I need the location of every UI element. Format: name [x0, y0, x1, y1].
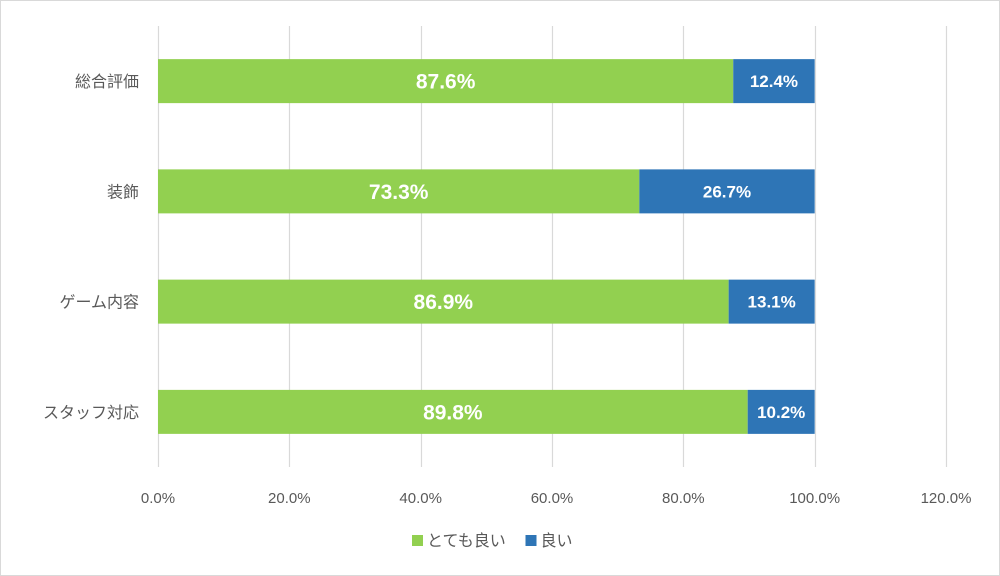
- bar-segment: [158, 59, 734, 104]
- data-label: 26.7%: [703, 182, 751, 201]
- bar-segment: [728, 279, 815, 324]
- category-label: スタッフ対応: [43, 403, 139, 422]
- x-tick-label: 40.0%: [399, 490, 442, 507]
- data-labels: 87.6% 12.4% 73.3% 26.7% 86.9% 13.1% 89.8% 10.2%: [369, 71, 805, 425]
- category-label: 装飾: [107, 182, 139, 201]
- bar-segment: [158, 279, 729, 324]
- x-tick-label: 0.0%: [141, 490, 175, 507]
- data-label: 12.4%: [750, 72, 798, 91]
- x-tick-label: 20.0%: [268, 490, 311, 507]
- bar-segment: [158, 389, 748, 434]
- legend-label: とても良い: [427, 531, 506, 550]
- category-label: ゲーム内容: [59, 293, 139, 312]
- x-axis-tick-labels: 0.0% 20.0% 40.0% 60.0% 80.0% 100.0% 120.0%: [141, 490, 972, 507]
- x-tick-label: 60.0%: [531, 490, 574, 507]
- data-label: 87.6%: [416, 71, 476, 94]
- data-label: 10.2%: [757, 403, 805, 422]
- data-label: 73.3%: [369, 181, 429, 204]
- bar-segment: [158, 169, 640, 214]
- data-label: 13.1%: [748, 293, 796, 312]
- bars: [158, 59, 815, 434]
- x-tick-label: 120.0%: [921, 490, 972, 507]
- legend-swatch: [525, 535, 537, 546]
- x-tick-label: 100.0%: [789, 490, 840, 507]
- bar-segment: [639, 169, 815, 214]
- bar-segment: [733, 59, 815, 104]
- category-label: 総合評価: [75, 72, 139, 91]
- data-label: 86.9%: [414, 291, 474, 314]
- data-label: 89.8%: [423, 401, 483, 424]
- legend-swatch: [412, 535, 423, 546]
- legend-label: 良い: [541, 531, 573, 550]
- x-tick-label: 80.0%: [662, 490, 705, 507]
- bar-segment: [747, 389, 815, 434]
- legend: とても良い 良い: [412, 531, 573, 550]
